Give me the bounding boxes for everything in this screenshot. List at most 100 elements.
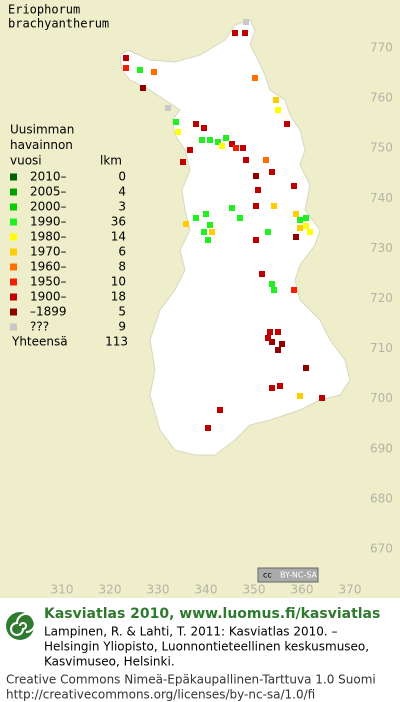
record-dot	[199, 137, 205, 143]
y-coordinate-label: 730	[370, 241, 393, 255]
badge-type: BY-NC-SA	[280, 571, 318, 580]
record-dot	[201, 125, 207, 131]
legend-label: 1990–	[30, 215, 67, 229]
legend-count: 5	[118, 305, 126, 319]
record-dot	[205, 237, 211, 243]
x-coordinate-label: 360	[291, 583, 314, 597]
x-coordinate-label: 320	[99, 583, 122, 597]
record-dot	[252, 75, 258, 81]
record-dot	[275, 329, 281, 335]
record-dot	[265, 335, 271, 341]
record-dot	[123, 65, 129, 71]
record-dot	[193, 121, 199, 127]
record-dot	[273, 97, 279, 103]
legend-swatch	[10, 293, 17, 301]
y-coordinate-label: 740	[370, 191, 393, 205]
record-dot	[279, 341, 285, 347]
record-dot	[123, 55, 129, 61]
y-coordinate-label: 710	[370, 341, 393, 355]
record-dot	[223, 135, 229, 141]
title: Eriophorum	[8, 3, 80, 17]
y-coordinate-label: 690	[370, 441, 393, 455]
legend-count: 8	[118, 260, 126, 274]
legend-label: 2000–	[30, 200, 67, 214]
legend-label: 2010–	[30, 170, 67, 184]
legend-swatch	[10, 278, 17, 286]
legend-label: 1970–	[30, 245, 67, 259]
legend-count: 18	[111, 290, 126, 304]
record-dot	[240, 145, 246, 151]
record-dot	[297, 217, 303, 223]
legend-label: 1980–	[30, 230, 67, 244]
legend-total-label: Yhteensä	[11, 335, 68, 349]
record-dot	[303, 215, 309, 221]
record-dot	[207, 222, 213, 228]
record-dot	[207, 137, 213, 143]
legend-label: 1960–	[30, 260, 67, 274]
legend-count: 14	[111, 230, 126, 244]
record-dot	[255, 187, 261, 193]
title: brachyantherum	[8, 17, 109, 31]
license-text: Creative Commons Nimeä-Epäkaupallinen-Ta…	[6, 673, 376, 687]
legend-swatch	[10, 308, 17, 316]
record-dot	[233, 145, 239, 151]
record-dot	[140, 85, 146, 91]
y-coordinate-label: 720	[370, 291, 393, 305]
record-dot	[265, 229, 271, 235]
legend-heading: vuosi	[10, 154, 42, 168]
record-dot	[229, 141, 235, 147]
record-dot	[275, 107, 281, 113]
license-url[interactable]: http://creativecommons.org/licenses/by-n…	[6, 688, 315, 702]
record-dot	[269, 281, 275, 287]
record-dot	[253, 173, 259, 179]
record-dot	[267, 329, 273, 335]
legend-count: 9	[118, 320, 126, 334]
record-dot	[303, 223, 309, 229]
y-coordinate-label: 680	[370, 491, 393, 505]
record-dot	[284, 121, 290, 127]
y-coordinate-label: 770	[370, 41, 393, 55]
grid-ticks: 310 320 330 340 350 360 3707707607507407307207…	[51, 41, 393, 597]
badge-cc: cc	[263, 571, 272, 580]
citation: Kasvimuseo, Helsinki.	[44, 655, 175, 669]
legend-count: 36	[111, 215, 126, 229]
legend-swatch	[10, 323, 17, 331]
x-coordinate-label: 370	[339, 583, 362, 597]
legend-swatch	[10, 218, 17, 226]
record-dot	[259, 271, 265, 277]
site-link[interactable]: Kasviatlas 2010, www.luomus.fi/kasviatla…	[44, 606, 380, 622]
y-coordinate-label: 700	[370, 391, 393, 405]
record-dot	[203, 211, 209, 217]
legend-label: 1950–	[30, 275, 67, 289]
y-coordinate-label: 670	[370, 542, 393, 556]
legend-label: 1900–	[30, 290, 67, 304]
record-dot	[232, 30, 238, 36]
legend-count: 6	[118, 245, 126, 259]
record-dot	[205, 425, 211, 431]
record-dot	[269, 339, 275, 345]
record-dot	[151, 69, 157, 75]
record-dot	[297, 225, 303, 231]
record-dot	[201, 229, 207, 235]
record-dot	[253, 203, 259, 209]
finland-outline	[119, 19, 351, 456]
x-coordinate-label: 350	[243, 583, 266, 597]
legend-count: 0	[118, 170, 126, 184]
record-dot	[269, 385, 275, 391]
record-dot	[297, 393, 303, 399]
footer-background	[0, 598, 400, 702]
record-dot	[263, 157, 269, 163]
x-coordinate-label: 330	[147, 583, 170, 597]
record-dot	[271, 287, 277, 293]
logo	[6, 612, 36, 640]
record-dot	[277, 383, 283, 389]
record-dot	[193, 215, 199, 221]
legend-heading: havainnon	[10, 138, 73, 152]
record-dot	[217, 407, 223, 413]
legend-swatch	[10, 248, 17, 256]
y-coordinate-label: 750	[370, 141, 393, 155]
record-dot	[183, 221, 189, 227]
record-dot	[303, 365, 309, 371]
